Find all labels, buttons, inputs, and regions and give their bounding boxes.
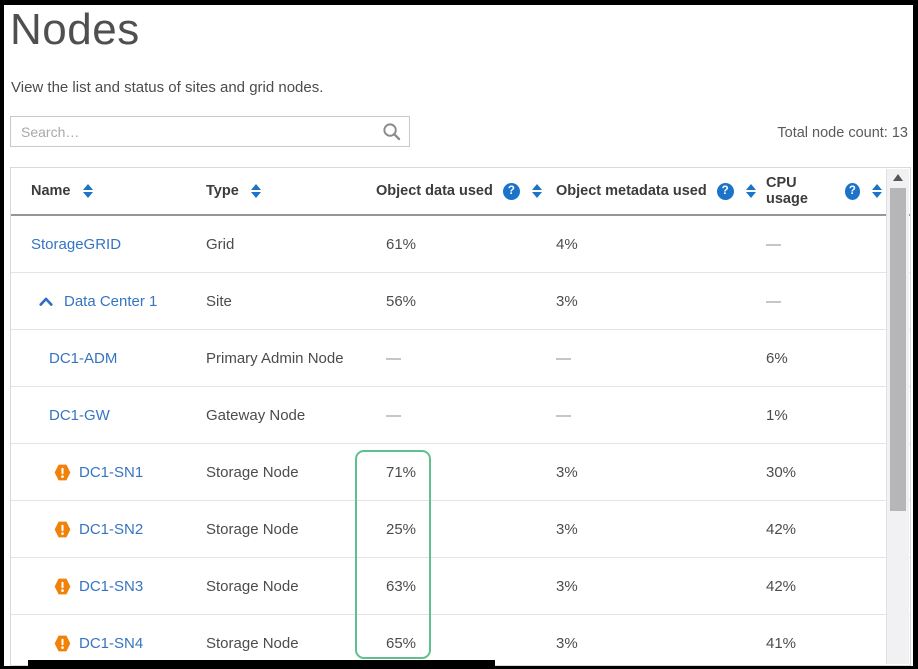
object-data-used-cell: 63%	[386, 577, 417, 595]
cpu-usage-cell: 42%	[766, 520, 797, 538]
node-name-link[interactable]: DC1-ADM	[49, 349, 118, 367]
sort-toggle-icon[interactable]	[249, 182, 263, 200]
type-cell: Grid	[206, 235, 235, 253]
column-header-object-metadata-used: Object metadata used ?	[556, 182, 766, 200]
table-body: StorageGRID Grid 61% 4% — Data Center 1 …	[11, 216, 910, 665]
sort-toggle-icon[interactable]	[870, 182, 884, 200]
name-cell: DC1-ADM	[31, 350, 206, 367]
name-cell: DC1-SN4	[31, 635, 206, 652]
table-row: DC1-ADM Primary Admin Node — — 6%	[11, 330, 910, 387]
object-metadata-used-cell: 3%	[556, 292, 578, 310]
type-cell: Storage Node	[206, 577, 299, 595]
table-row: StorageGRID Grid 61% 4% —	[11, 216, 910, 273]
table-row: DC1-GW Gateway Node — — 1%	[11, 387, 910, 444]
table-row: DC1-SN4 Storage Node 65% 3% 41%	[11, 615, 910, 665]
column-header-object-data-used: Object data used ?	[376, 182, 556, 200]
name-cell: DC1-SN3	[31, 578, 206, 595]
object-metadata-used-cell: —	[556, 406, 571, 424]
sort-toggle-icon[interactable]	[81, 182, 95, 200]
table-row: Data Center 1 Site 56% 3% —	[11, 273, 910, 330]
name-cell: DC1-SN1	[31, 464, 206, 481]
vertical-scrollbar[interactable]	[886, 169, 909, 664]
object-metadata-used-cell: 3%	[556, 634, 578, 652]
sort-toggle-icon[interactable]	[744, 182, 758, 200]
type-cell: Site	[206, 292, 232, 310]
screenshot-border-artifact	[28, 660, 495, 666]
warning-icon	[53, 635, 72, 652]
nodes-page: Nodes View the list and status of sites …	[4, 5, 913, 666]
page-title: Nodes	[10, 5, 140, 54]
column-label: Object data used	[376, 183, 493, 199]
search-button[interactable]	[373, 117, 409, 146]
node-name-link[interactable]: StorageGRID	[31, 235, 122, 253]
node-name-link[interactable]: DC1-SN3	[79, 577, 144, 595]
scroll-up-button[interactable]	[887, 169, 909, 186]
object-metadata-used-cell: 3%	[556, 577, 578, 595]
total-node-count: Total node count: 13	[777, 125, 908, 141]
type-cell: Gateway Node	[206, 406, 306, 424]
page-subtitle: View the list and status of sites and gr…	[11, 79, 324, 96]
object-data-used-cell: —	[386, 406, 401, 424]
object-data-used-cell: 56%	[386, 292, 417, 310]
help-icon[interactable]: ?	[716, 182, 734, 200]
name-cell: StorageGRID	[31, 236, 206, 253]
cpu-usage-cell: 6%	[766, 349, 788, 367]
node-name-link[interactable]: Data Center 1	[64, 292, 158, 310]
cpu-usage-cell: —	[766, 292, 781, 310]
warning-icon	[53, 521, 72, 538]
object-metadata-used-cell: —	[556, 349, 571, 367]
scroll-up-arrow-icon	[893, 174, 903, 181]
type-cell: Primary Admin Node	[206, 349, 344, 367]
nodes-table: Name Type Object data used ? Object meta…	[10, 167, 911, 666]
node-name-link[interactable]: DC1-SN1	[79, 463, 144, 481]
search-icon	[382, 122, 401, 141]
column-header-name: Name	[31, 182, 206, 200]
cpu-usage-cell: 1%	[766, 406, 788, 424]
type-cell: Storage Node	[206, 634, 299, 652]
object-data-used-cell: 71%	[386, 463, 417, 481]
column-header-cpu-usage: CPU usage ?	[766, 175, 884, 207]
help-icon[interactable]: ?	[502, 182, 520, 200]
help-icon[interactable]: ?	[844, 182, 860, 200]
search-box	[10, 116, 410, 147]
cpu-usage-cell: 41%	[766, 634, 797, 652]
warning-icon	[53, 464, 72, 481]
node-name-link[interactable]: DC1-SN4	[79, 634, 144, 652]
type-cell: Storage Node	[206, 463, 299, 481]
object-metadata-used-cell: 3%	[556, 520, 578, 538]
object-data-used-cell: 25%	[386, 520, 417, 538]
type-cell: Storage Node	[206, 520, 299, 538]
object-metadata-used-cell: 4%	[556, 235, 578, 253]
scrollbar-thumb[interactable]	[890, 188, 906, 511]
column-label: CPU usage	[766, 175, 808, 207]
column-header-type: Type	[206, 182, 376, 200]
table-row: DC1-SN1 Storage Node 71% 3% 30%	[11, 444, 910, 501]
table-row: DC1-SN2 Storage Node 25% 3% 42%	[11, 501, 910, 558]
object-data-used-cell: —	[386, 349, 401, 367]
node-name-link[interactable]: DC1-GW	[49, 406, 110, 424]
cpu-usage-cell: 30%	[766, 463, 797, 481]
collapse-chevron-icon[interactable]	[39, 297, 53, 306]
object-data-used-cell: 61%	[386, 235, 417, 253]
search-input[interactable]	[11, 117, 373, 146]
warning-icon	[53, 578, 72, 595]
node-name-link[interactable]: DC1-SN2	[79, 520, 144, 538]
name-cell: DC1-SN2	[31, 521, 206, 538]
name-cell: DC1-GW	[31, 407, 206, 424]
cpu-usage-cell: 42%	[766, 577, 797, 595]
name-cell: Data Center 1	[31, 293, 206, 310]
object-data-used-cell: 65%	[386, 634, 417, 652]
cpu-usage-cell: —	[766, 235, 781, 253]
column-label: Type	[206, 183, 239, 199]
column-label: Name	[31, 183, 71, 199]
sort-toggle-icon[interactable]	[530, 182, 544, 200]
object-metadata-used-cell: 3%	[556, 463, 578, 481]
table-row: DC1-SN3 Storage Node 63% 3% 42%	[11, 558, 910, 615]
table-header-row: Name Type Object data used ? Object meta…	[11, 168, 910, 216]
column-label: Object metadata used	[556, 183, 707, 199]
